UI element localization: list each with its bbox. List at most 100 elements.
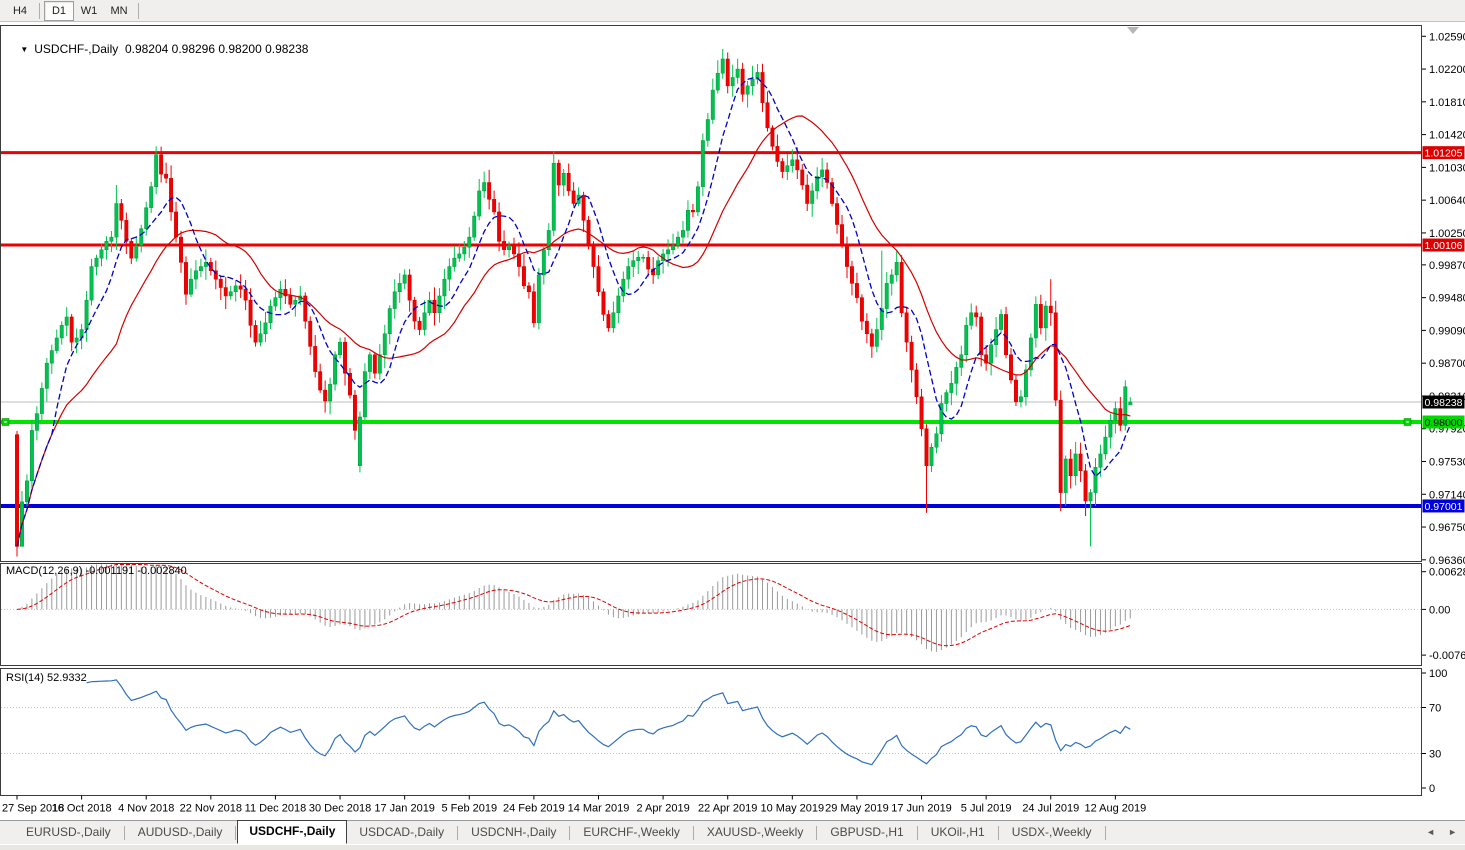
tab-EURUSD-Daily[interactable]: EURUSD-,Daily <box>26 825 111 839</box>
rsi-panel: 100 70 30 0 <box>1 668 1447 795</box>
svg-text:0.97530: 0.97530 <box>1429 456 1465 468</box>
svg-text:0.97001: 0.97001 <box>1425 501 1463 513</box>
macd-signal-line <box>16 564 1131 647</box>
svg-text:1.00106: 1.00106 <box>1425 240 1463 252</box>
svg-text:24 Feb 2019: 24 Feb 2019 <box>503 803 565 815</box>
svg-text:11 Dec 2018: 11 Dec 2018 <box>245 803 307 815</box>
tab-USDCNH-Daily[interactable]: USDCNH-,Daily <box>471 825 557 839</box>
chart-symbol-label: USDCHF-,Daily <box>34 42 119 56</box>
chart-collapse-icon[interactable]: ▼ <box>20 45 29 54</box>
chart-shift-icon[interactable] <box>1127 27 1139 34</box>
svg-text:27 Sep 2018: 27 Sep 2018 <box>2 803 64 815</box>
svg-text:1.00250: 1.00250 <box>1429 228 1465 240</box>
macd-panel: 0.006286 0.00 -0.00762 <box>1 564 1465 662</box>
tab-separator <box>235 825 237 840</box>
tab-scroll-left-icon[interactable]: ◄ <box>1426 827 1436 837</box>
tab-GBPUSD-H1[interactable]: GBPUSD-,H1 <box>830 825 904 839</box>
tab-separator <box>816 825 818 840</box>
tab-UKOil-H1[interactable]: UKOil-,H1 <box>930 825 985 839</box>
tab-AUDUSD-Daily[interactable]: AUDUSD-,Daily <box>137 825 223 839</box>
price-badge-0.97001: 0.97001 <box>1422 499 1465 513</box>
svg-text:24 Jul 2019: 24 Jul 2019 <box>1022 803 1079 815</box>
tab-USDCAD-Daily[interactable]: USDCAD-,Daily <box>359 825 445 839</box>
toolbar-separator <box>39 2 40 19</box>
svg-text:0.99870: 0.99870 <box>1429 260 1465 272</box>
tab-separator <box>916 825 918 840</box>
svg-text:70: 70 <box>1429 703 1441 715</box>
chart-canvas[interactable]: 1.02590 1.02200 1.01810 1.01420 1.01030 1.006… <box>0 22 1465 820</box>
tab-scroll-arrows: ◄ ► <box>1426 827 1457 837</box>
timeframe-button-H4[interactable]: H4 <box>12 4 28 17</box>
toolbar-separator <box>138 2 139 19</box>
timeframe-button-MN[interactable]: MN <box>110 4 128 17</box>
svg-text:0.97140: 0.97140 <box>1429 489 1465 501</box>
ma-slow-line <box>16 115 1131 547</box>
timeframe-button-D1[interactable]: D1 <box>44 0 74 21</box>
svg-text:0.98000: 0.98000 <box>1425 417 1463 429</box>
svg-text:17 Jun 2019: 17 Jun 2019 <box>891 803 952 815</box>
current-price-badge: 0.98238 <box>1422 395 1465 409</box>
svg-text:1.00640: 1.00640 <box>1429 195 1465 207</box>
price-axis: 1.02590 1.02200 1.01810 1.01420 1.01030 1.006… <box>1422 31 1465 567</box>
svg-text:16 Oct 2018: 16 Oct 2018 <box>52 803 112 815</box>
tab-separator <box>457 825 459 840</box>
tab-USDCHF-Daily[interactable]: USDCHF-,Daily <box>237 819 348 844</box>
svg-text:12 Aug 2019: 12 Aug 2019 <box>1084 803 1146 815</box>
svg-text:0.99090: 0.99090 <box>1429 325 1465 337</box>
tab-EURCHF-Weekly[interactable]: EURCHF-,Weekly <box>583 825 680 839</box>
tab-separator <box>997 825 999 840</box>
tab-separator <box>569 825 571 840</box>
svg-text:30: 30 <box>1429 749 1441 761</box>
svg-text:-0.00762: -0.00762 <box>1429 650 1465 662</box>
macd-indicator-label: MACD(12,26,9) -0.001191 -0.002840 <box>6 565 187 577</box>
svg-text:14 Mar 2019: 14 Mar 2019 <box>568 803 630 815</box>
tab-separator <box>1104 825 1106 840</box>
price-badge-1.01205: 1.01205 <box>1422 146 1465 160</box>
svg-text:0.96750: 0.96750 <box>1429 522 1465 534</box>
candles-layer <box>15 48 1133 557</box>
tab-scroll-right-icon[interactable]: ► <box>1448 827 1457 837</box>
svg-text:0.99480: 0.99480 <box>1429 293 1465 305</box>
rsi-indicator-label: RSI(14) 52.9332 <box>6 672 87 684</box>
ma-fast-line <box>16 77 1131 547</box>
main-panel-border <box>0 25 1422 562</box>
svg-text:5 Jul 2019: 5 Jul 2019 <box>961 803 1012 815</box>
svg-text:1.02200: 1.02200 <box>1429 64 1465 76</box>
price-badge-0.98000: 0.98000 <box>1422 415 1465 429</box>
svg-text:1.01810: 1.01810 <box>1429 97 1465 109</box>
svg-text:5 Feb 2019: 5 Feb 2019 <box>441 803 497 815</box>
svg-text:0.96360: 0.96360 <box>1429 555 1465 567</box>
chart-ohlc-values: 0.98204 0.98296 0.98200 0.98238 <box>124 42 309 56</box>
svg-text:0: 0 <box>1429 783 1435 795</box>
chart-title: ▼ USDCHF-,Daily 0.98204 0.98296 0.98200 0… <box>7 28 308 70</box>
svg-text:17 Jan 2019: 17 Jan 2019 <box>374 803 435 815</box>
timeframe-button-W1[interactable]: W1 <box>80 4 98 17</box>
tab-separator <box>692 825 694 840</box>
rsi-panel-border <box>0 668 1422 796</box>
macd-panel-border <box>0 563 1422 666</box>
svg-text:1.01420: 1.01420 <box>1429 130 1465 142</box>
rsi-line <box>86 679 1131 766</box>
price-badge-1.00106: 1.00106 <box>1422 238 1465 252</box>
tab-USDX-Weekly[interactable]: USDX-,Weekly <box>1011 825 1092 839</box>
svg-text:100: 100 <box>1429 668 1447 680</box>
svg-text:1.01205: 1.01205 <box>1425 148 1463 160</box>
svg-text:1.02590: 1.02590 <box>1429 31 1465 43</box>
svg-text:0.98238: 0.98238 <box>1425 397 1463 409</box>
tab-XAUUSD-Weekly[interactable]: XAUUSD-,Weekly <box>706 825 804 839</box>
svg-text:29 May 2019: 29 May 2019 <box>825 803 889 815</box>
svg-text:0.98700: 0.98700 <box>1429 358 1465 370</box>
svg-text:0.006286: 0.006286 <box>1429 567 1465 579</box>
line-drag-handle-dot <box>1406 421 1409 423</box>
tab-separator <box>123 825 125 840</box>
svg-text:0.00: 0.00 <box>1429 604 1450 616</box>
svg-text:22 Nov 2018: 22 Nov 2018 <box>180 803 242 815</box>
svg-text:10 May 2019: 10 May 2019 <box>761 803 825 815</box>
timeframe-toolbar: H4 D1 W1 MN <box>0 0 1465 22</box>
svg-text:1.01030: 1.01030 <box>1429 162 1465 174</box>
svg-text:2 Apr 2019: 2 Apr 2019 <box>636 803 689 815</box>
window-bottom-strip <box>0 845 1465 850</box>
svg-text:30 Dec 2018: 30 Dec 2018 <box>309 803 371 815</box>
